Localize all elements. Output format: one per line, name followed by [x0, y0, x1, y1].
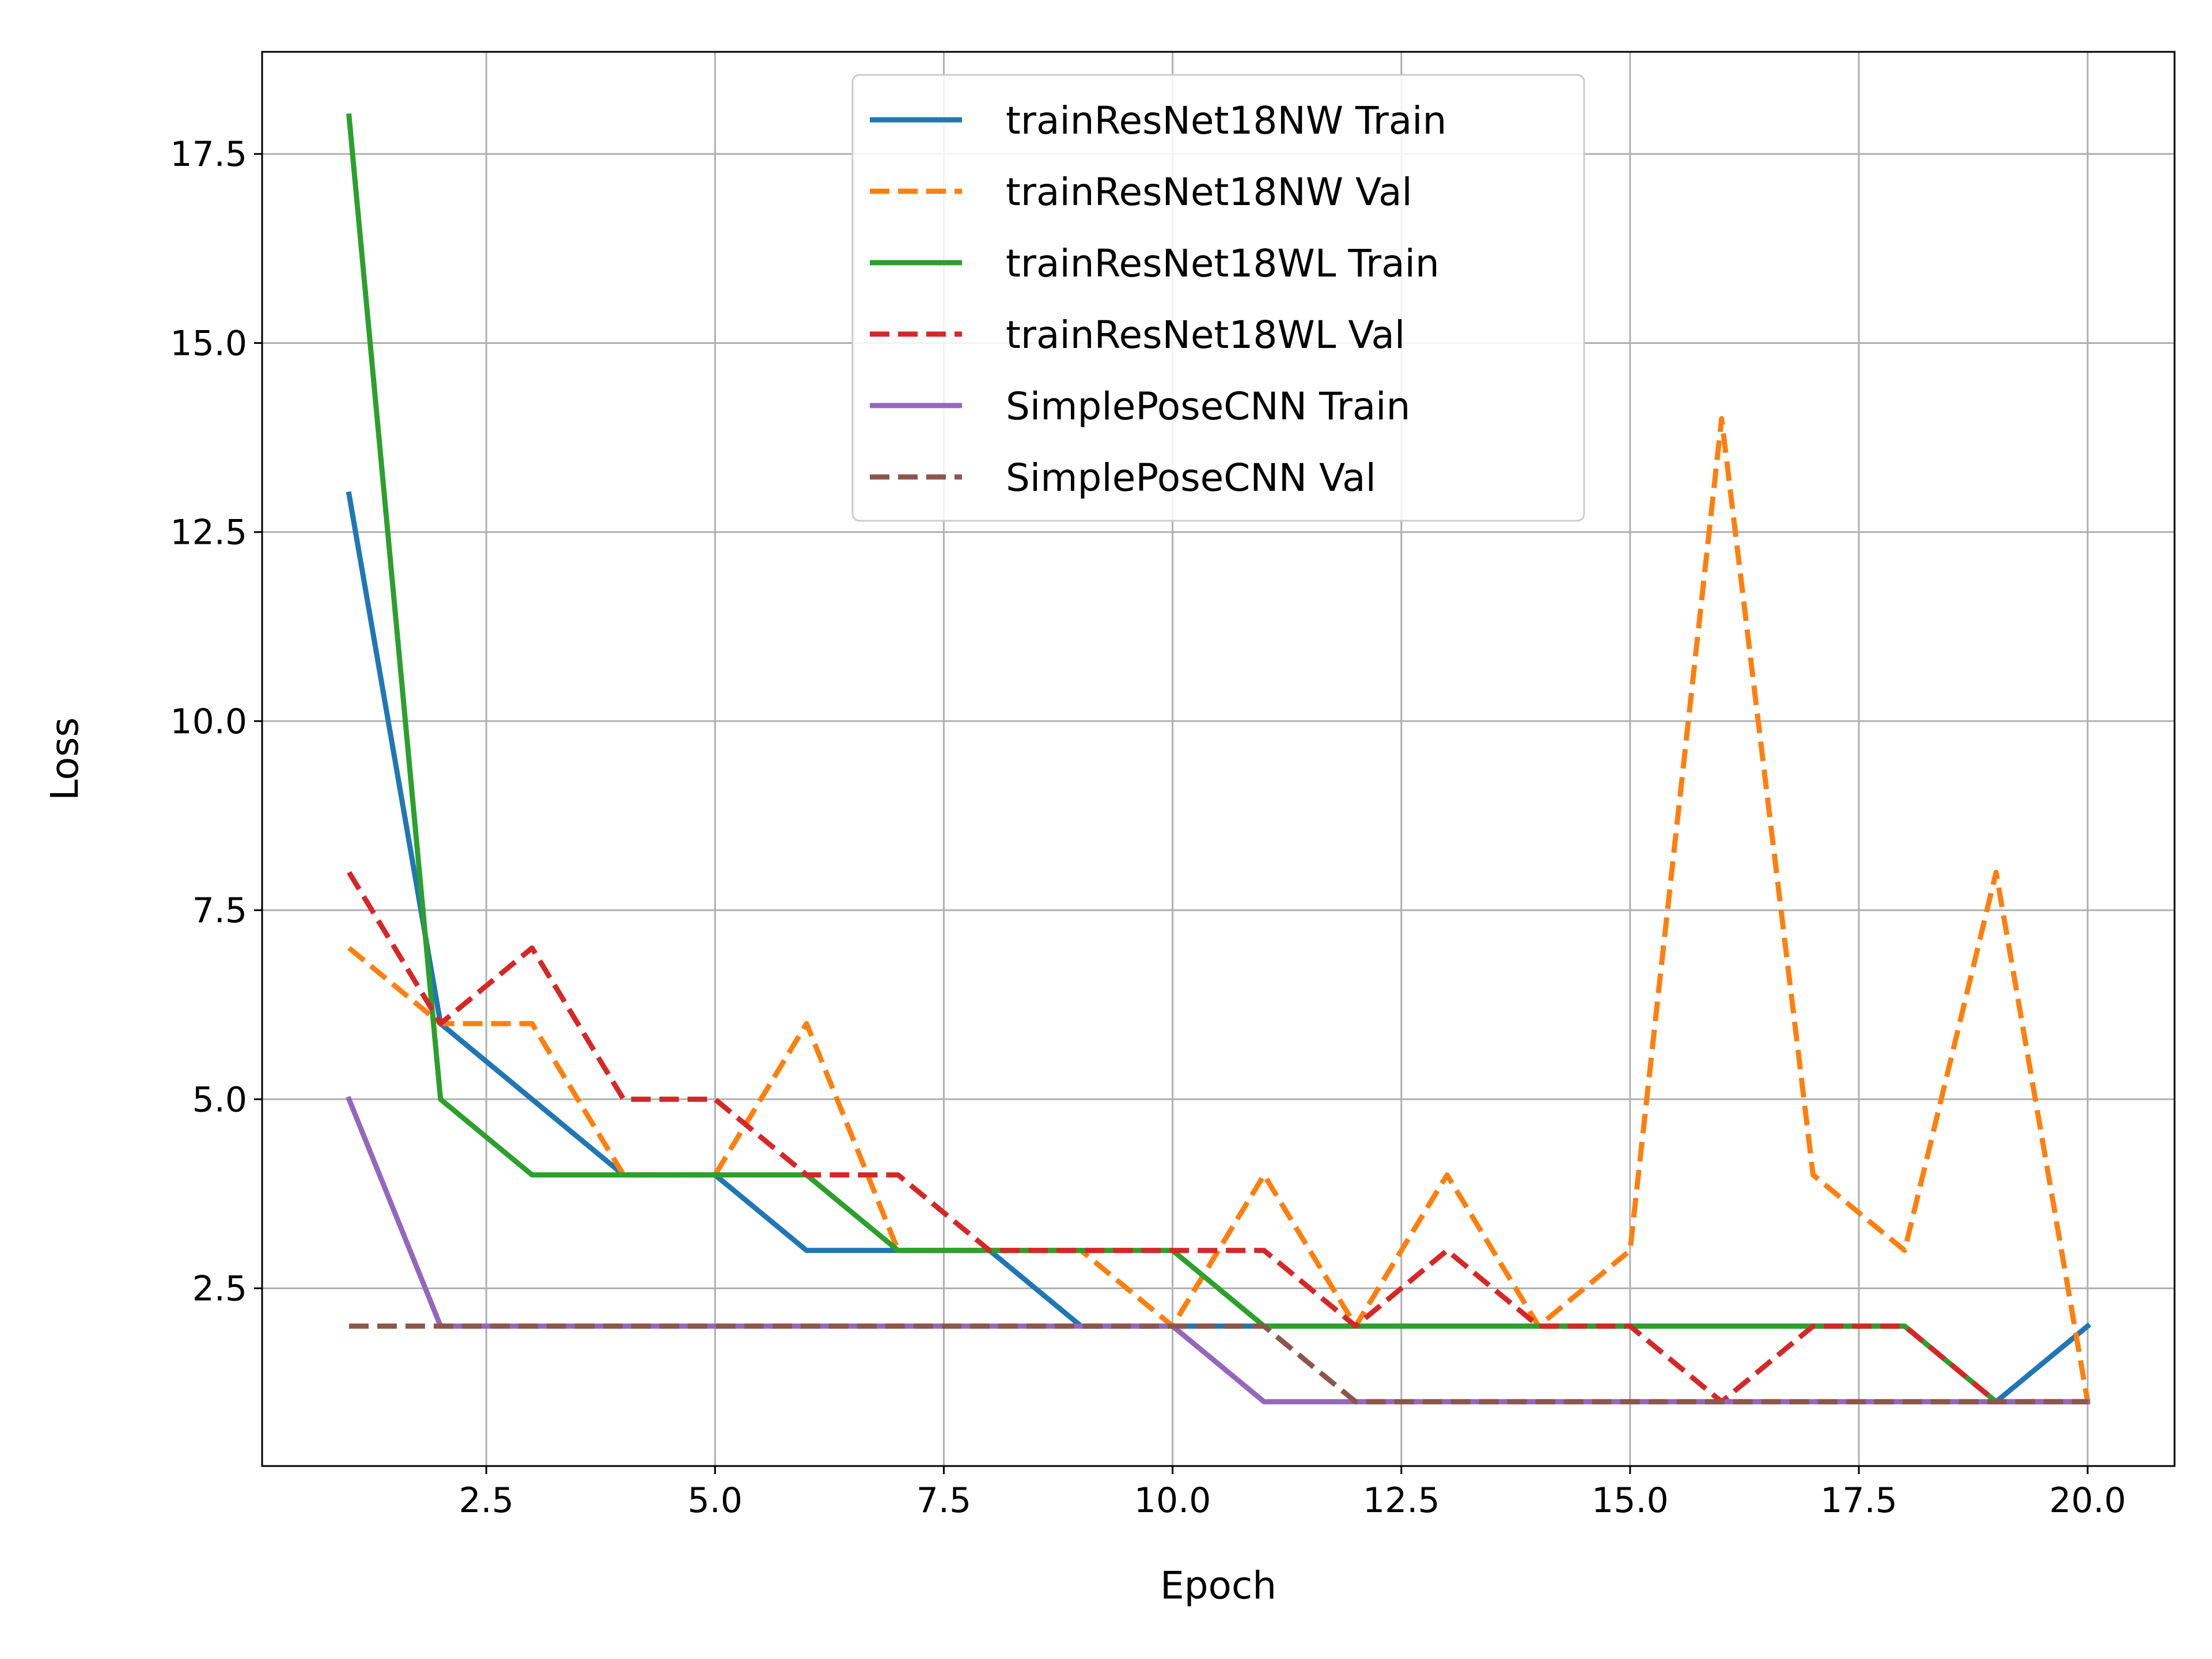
y-axis-ticks: 2.5 5.0 7.5 10.0 12.5 15.0 17.5	[170, 134, 262, 1309]
x-tick-label: 12.5	[1363, 1480, 1440, 1521]
x-axis-label: Epoch	[1160, 1563, 1277, 1608]
legend-label-5: SimplePoseCNN Train	[1006, 384, 1410, 429]
y-tick-label: 2.5	[192, 1268, 247, 1309]
legend-label-1: trainResNet18NW Train	[1006, 99, 1446, 143]
y-tick-label: 5.0	[192, 1080, 247, 1120]
x-tick-label: 5.0	[688, 1480, 743, 1521]
x-tick-label: 15.0	[1592, 1480, 1669, 1521]
legend-box	[851, 74, 1585, 522]
x-axis-ticks: 2.5 5.0 7.5 10.0 12.5 15.0 17.5 20.0	[459, 1466, 2126, 1521]
x-tick-label: 17.5	[1820, 1480, 1897, 1521]
series-line-6	[349, 1323, 2088, 1404]
y-tick-label: 10.0	[170, 702, 247, 742]
y-tick-label: 15.0	[170, 323, 247, 363]
x-tick-label: 2.5	[459, 1480, 513, 1521]
series-line-3	[346, 113, 2090, 1404]
series-layer	[346, 113, 2092, 1404]
y-axis-label: Loss	[43, 717, 87, 801]
series-line-4	[347, 871, 2088, 1404]
legend-label-2: trainResNet18NW Val	[1006, 170, 1412, 214]
y-tick-label: 17.5	[170, 134, 247, 175]
legend-label-3: trainResNet18WL Train	[1006, 241, 1440, 286]
legend: trainResNet18NW Train trainResNet18NW Val…	[851, 74, 1585, 522]
x-tick-label: 20.0	[2049, 1480, 2126, 1521]
y-tick-label: 7.5	[192, 891, 247, 931]
x-tick-label: 7.5	[916, 1480, 971, 1521]
plot-frame	[261, 51, 2176, 1467]
y-tick-label: 12.5	[170, 513, 247, 553]
x-tick-label: 10.0	[1134, 1480, 1211, 1521]
legend-label-6: SimplePoseCNN Val	[1006, 456, 1376, 500]
legend-label-4: trainResNet18WL Val	[1006, 313, 1405, 357]
